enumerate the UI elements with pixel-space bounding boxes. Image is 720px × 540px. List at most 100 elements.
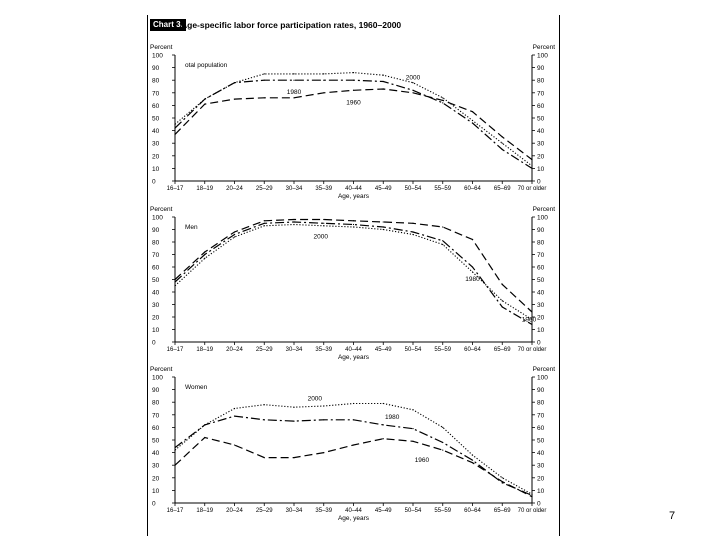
data-point-1960 (471, 238, 474, 241)
y-tick-label-left: 40 (152, 290, 160, 297)
series-line-1980 (174, 415, 533, 496)
x-tick-label: 30–34 (286, 347, 303, 353)
data-point-1980 (471, 266, 474, 268)
data-point-1960 (263, 97, 265, 99)
data-point-1980 (471, 122, 474, 124)
y-tick-label-right: 30 (537, 141, 545, 148)
x-axis-title: Age, years (338, 354, 370, 361)
x-tick-label: 25–29 (256, 508, 273, 514)
panel-label: otal population (185, 62, 228, 69)
y-tick-label-left: 50 (152, 438, 160, 445)
data-point-1960 (531, 158, 533, 161)
data-point-2000 (293, 73, 295, 75)
x-axis-title: Age, years (338, 193, 370, 200)
panel-label: Men (185, 224, 198, 231)
data-point-2000 (501, 477, 503, 479)
data-point-1980 (382, 80, 384, 83)
figure-title: Age-specific labor force participation r… (181, 20, 402, 30)
data-point-1960 (204, 251, 206, 253)
data-point-1960 (352, 444, 355, 446)
y-axis-title-left: Percent (150, 206, 173, 213)
y-tick-label-right: 80 (537, 240, 545, 247)
data-point-1960 (204, 103, 206, 105)
x-tick-label: 30–34 (286, 508, 303, 514)
data-point-2000 (233, 236, 236, 238)
data-point-1980 (174, 281, 176, 283)
y-tick-label-left: 40 (152, 128, 160, 135)
data-point-2000 (323, 225, 325, 227)
y-tick-label-left: 0 (152, 501, 156, 508)
data-point-1960 (412, 222, 414, 224)
data-point-2000 (323, 405, 325, 407)
x-tick-label: 50–54 (405, 186, 422, 192)
data-point-2000 (412, 82, 414, 84)
figure-frame (147, 15, 560, 536)
y-tick-label-right: 70 (537, 412, 545, 419)
data-point-2000 (531, 318, 533, 321)
data-point-1960 (174, 133, 176, 135)
data-point-2000 (412, 409, 414, 411)
data-point-2000 (293, 223, 295, 226)
data-point-1980 (352, 223, 355, 226)
series-label-2000: 2000 (314, 234, 329, 241)
y-tick-label-right: 40 (537, 128, 545, 135)
data-point-1960 (382, 438, 384, 440)
x-tick-label: 50–54 (405, 347, 422, 353)
data-point-1960 (382, 88, 384, 90)
x-tick-label: 60–64 (464, 508, 481, 514)
data-point-2000 (323, 73, 325, 75)
data-point-2000 (352, 72, 355, 74)
x-axis-title: Age, years (338, 515, 370, 522)
data-point-1960 (412, 440, 414, 442)
data-point-2000 (501, 300, 503, 302)
data-point-2000 (204, 257, 206, 259)
y-tick-label-left: 80 (152, 400, 160, 407)
y-tick-label-right: 60 (537, 425, 545, 432)
data-point-2000 (352, 226, 355, 228)
data-point-1960 (352, 220, 355, 222)
data-point-1980 (263, 419, 265, 421)
y-tick-label-right: 50 (537, 438, 545, 445)
y-tick-label-left: 40 (152, 450, 160, 457)
data-point-1980 (352, 419, 355, 421)
y-tick-label-right: 70 (537, 252, 545, 259)
data-point-1960 (471, 462, 474, 464)
data-point-2000 (174, 123, 176, 125)
x-tick-label: 20–24 (226, 347, 243, 353)
data-point-2000 (263, 404, 265, 406)
data-point-2000 (382, 74, 384, 76)
data-point-2000 (471, 271, 474, 273)
chart-number-label: Chart 3. (150, 19, 186, 31)
series-label-1980: 1980 (287, 89, 302, 96)
y-axis-title-right: Percent (533, 206, 556, 213)
data-point-1980 (412, 89, 414, 91)
x-tick-label: 40–44 (345, 186, 362, 192)
data-point-1960 (204, 436, 206, 439)
x-tick-label: 20–24 (226, 186, 243, 192)
x-tick-label: 40–44 (345, 508, 362, 514)
data-point-2000 (382, 402, 384, 405)
series-label-1960: 1960 (522, 316, 537, 323)
data-point-1980 (442, 441, 444, 444)
x-tick-label: 18–19 (196, 508, 213, 514)
x-tick-label: 65–69 (494, 186, 511, 192)
y-tick-label-left: 60 (152, 425, 160, 432)
y-tick-label-right: 10 (537, 488, 545, 495)
y-tick-label-right: 30 (537, 302, 545, 309)
data-point-1980 (204, 424, 206, 426)
data-point-1980 (323, 222, 325, 224)
data-point-1960 (263, 457, 265, 459)
y-tick-label-left: 70 (152, 90, 160, 97)
x-tick-label: 20–24 (226, 508, 243, 514)
x-tick-label: 70 or older (518, 508, 547, 514)
x-tick-label: 30–34 (286, 186, 303, 192)
data-point-1960 (471, 111, 474, 113)
y-tick-label-right: 40 (537, 450, 545, 457)
chart-panel-1: 0 0 10 10 20 20 30 30 40 40 50 50 60 60 70 70 80 80 90 90 10… (150, 44, 555, 200)
data-point-1980 (293, 221, 295, 223)
y-tick-label-right: 20 (537, 153, 545, 160)
y-tick-label-left: 30 (152, 463, 160, 470)
x-tick-label: 25–29 (256, 186, 273, 192)
x-tick-label: 40–44 (345, 347, 362, 353)
y-tick-label-left: 0 (152, 179, 156, 186)
